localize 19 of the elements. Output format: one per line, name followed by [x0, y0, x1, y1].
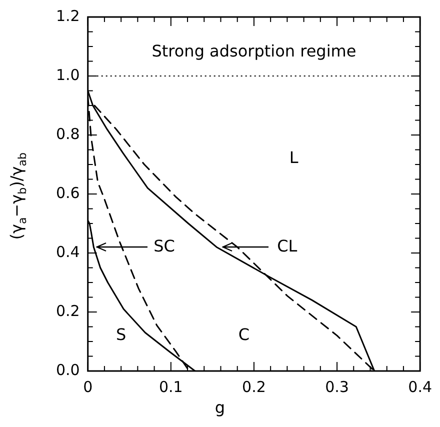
y-tick-label: 0.2 — [56, 302, 80, 320]
annotation: S — [116, 324, 126, 344]
x-tick-label: 0.1 — [158, 378, 183, 396]
y-tick-label: 0.8 — [56, 124, 80, 143]
x-axis-title: g — [214, 398, 226, 417]
x-tick-label: 0.4 — [408, 378, 432, 396]
y-tick-label: 1.2 — [56, 6, 80, 25]
annotation: SC — [154, 236, 175, 256]
x-tick-label: 0.3 — [325, 378, 349, 396]
annotation: CL — [277, 236, 298, 256]
x-tick-label: 0.2 — [242, 378, 266, 396]
annotation: L — [289, 148, 298, 167]
y-tick-label: 1.0 — [56, 66, 80, 84]
y-tick-label: 0.6 — [56, 184, 80, 202]
annotation: Strong adsorption regime — [152, 42, 356, 61]
y-tick-label: 0.4 — [56, 242, 80, 261]
y-tick-label: 0.0 — [56, 360, 80, 379]
annotation: C — [238, 324, 250, 344]
x-tick-label: 0 — [83, 378, 93, 396]
